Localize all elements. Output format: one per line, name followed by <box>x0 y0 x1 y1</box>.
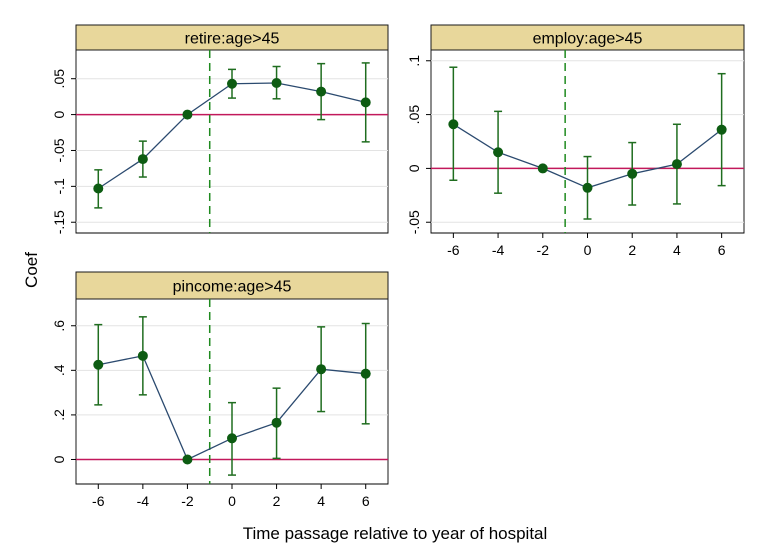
x-tick-label: 6 <box>718 242 726 258</box>
x-tick-label: 4 <box>673 242 681 258</box>
y-tick-label: .6 <box>51 320 67 332</box>
data-point <box>627 168 638 179</box>
data-point <box>137 154 148 165</box>
data-point <box>227 78 237 89</box>
data-point <box>182 454 193 465</box>
data-point <box>316 364 327 375</box>
x-tick-label: 2 <box>273 493 281 509</box>
y-tick-label: .05 <box>51 69 67 89</box>
y-tick-label: 0 <box>51 110 67 118</box>
y-tick-label: .05 <box>406 105 422 125</box>
data-point <box>93 183 104 194</box>
y-tick-label: .4 <box>51 364 67 376</box>
panel-title-strip <box>75 271 389 300</box>
figure-x-axis-label: Time passage relative to year of hospita… <box>243 524 548 543</box>
x-tick-label: -2 <box>537 242 550 258</box>
data-point <box>716 124 727 135</box>
data-point <box>182 109 193 120</box>
data-point <box>271 417 282 428</box>
x-tick-label: 0 <box>228 493 236 509</box>
x-tick-label: 4 <box>317 493 325 509</box>
data-point <box>582 182 593 193</box>
panel-title: pincome:age>45 <box>173 279 292 296</box>
data-point <box>137 350 148 361</box>
data-point <box>493 147 504 158</box>
data-point <box>227 433 237 444</box>
y-tick-label: 0 <box>406 164 422 172</box>
data-point <box>271 78 282 89</box>
x-tick-label: 2 <box>628 242 636 258</box>
panel-employ: employ:age>45 -.05 0 .05 .1 -6 -4 -2 0 2 4 6 <box>406 24 745 258</box>
data-point <box>93 359 104 370</box>
data-point <box>537 163 548 174</box>
y-tick-label: -.05 <box>51 138 67 162</box>
y-tick-label: -.1 <box>51 178 67 195</box>
panel-pincome: pincome:age>45 0 .2 .4 .6 -6 -4 -2 0 2 4 6 <box>51 271 389 509</box>
y-tick-label: .2 <box>51 409 67 421</box>
data-point <box>316 86 327 97</box>
y-tick-label: 0 <box>51 455 67 463</box>
data-point <box>448 119 459 130</box>
x-tick-label: -2 <box>181 493 194 509</box>
panel-title: retire:age>45 <box>185 31 280 48</box>
x-tick-label: -4 <box>492 242 505 258</box>
x-tick-label: 0 <box>584 242 592 258</box>
data-point <box>671 159 682 170</box>
x-tick-label: -6 <box>92 493 105 509</box>
x-tick-label: -6 <box>447 242 460 258</box>
panel-title-strip <box>75 24 389 51</box>
figure-y-axis-label: Coef <box>22 252 41 288</box>
x-tick-label: -4 <box>137 493 150 509</box>
data-point <box>360 368 371 379</box>
data-point <box>360 97 371 108</box>
panel-retire: retire:age>45 -.15 -.1 -.05 0 .05 <box>51 24 389 234</box>
x-tick-label: 6 <box>362 493 370 509</box>
y-tick-label: .1 <box>406 55 422 67</box>
y-tick-label: -.05 <box>406 210 422 234</box>
panel-title: employ:age>45 <box>533 31 643 48</box>
y-tick-label: -.15 <box>51 210 67 234</box>
